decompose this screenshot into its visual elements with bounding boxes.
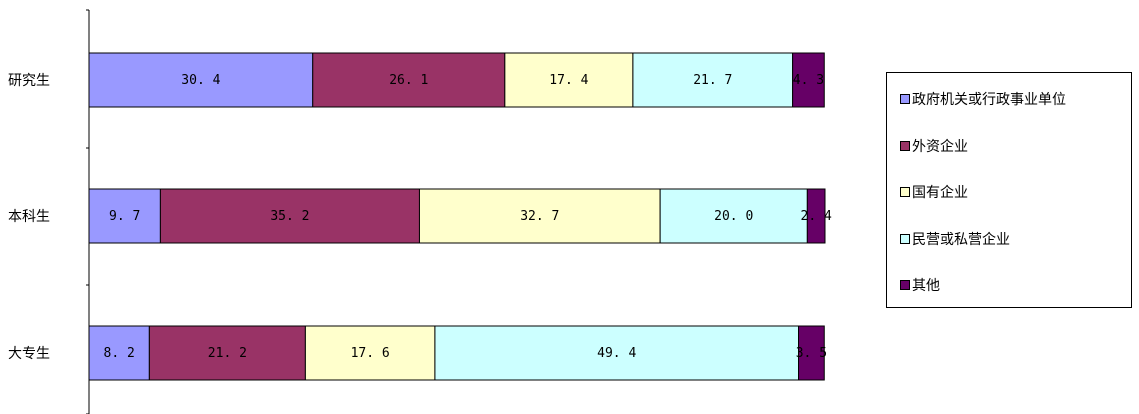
chart-legend: 政府机关或行政事业单位 外资企业 国有企业 民营或私营企业 其他 — [886, 72, 1132, 308]
legend-item-government: 政府机关或行政事业单位 — [900, 89, 1066, 109]
category-label: 本科生 — [8, 209, 50, 225]
bar-value-label: 8. 2 — [104, 346, 135, 361]
bar-segment — [88, 188, 161, 244]
bar-value-label: 20. 0 — [714, 209, 753, 224]
bar-value-label: 4. 3 — [793, 73, 824, 88]
bar-segment — [798, 325, 825, 381]
legend-label: 政府机关或行政事业单位 — [912, 92, 1066, 108]
stacked-bar-chart: 30. 4 26. 1 17. 4 21. 7 4. 3 9. 7 35. 2 32. 7 20… — [8, 9, 832, 414]
bar-value-label: 32. 7 — [520, 209, 559, 224]
legend-item-private: 民营或私营企业 — [900, 229, 1010, 249]
legend-label: 其他 — [912, 278, 940, 294]
bar-value-label: 49. 4 — [597, 346, 636, 361]
legend-swatch — [900, 280, 910, 290]
bar-segment — [148, 325, 306, 381]
bar-segment — [632, 52, 794, 108]
legend-item-other: 其他 — [900, 275, 940, 295]
bar-value-label: 3. 5 — [796, 346, 827, 361]
bar-value-label: 17. 4 — [549, 73, 588, 88]
category-label: 研究生 — [8, 73, 50, 89]
bar-segment — [806, 188, 826, 244]
bar-segment — [659, 188, 808, 244]
bar-value-label: 9. 7 — [109, 209, 140, 224]
bar-segment — [304, 325, 436, 381]
bar-segment — [792, 52, 825, 108]
bar-segment — [312, 52, 506, 108]
bar-value-label: 26. 1 — [389, 73, 428, 88]
bar-value-label: 17. 6 — [351, 346, 390, 361]
legend-item-state-owned: 国有企业 — [900, 182, 968, 202]
legend-label: 外资企业 — [912, 139, 968, 155]
legend-label: 民营或私营企业 — [912, 232, 1010, 248]
legend-swatch — [900, 94, 910, 104]
legend-swatch — [900, 234, 910, 244]
legend-swatch — [900, 187, 910, 197]
category-label: 大专生 — [8, 346, 50, 362]
bar-value-label: 35. 2 — [270, 209, 309, 224]
bar-value-label: 21. 2 — [208, 346, 247, 361]
bar-value-label: 2. 4 — [801, 209, 832, 224]
bar-segment — [434, 325, 800, 381]
bar-value-label: 21. 7 — [693, 73, 732, 88]
bar-value-label: 30. 4 — [181, 73, 220, 88]
legend-label: 国有企业 — [912, 185, 968, 201]
bar-segment — [88, 52, 314, 108]
legend-item-foreign: 外资企业 — [900, 136, 968, 156]
bar-segment — [504, 52, 634, 108]
legend-swatch — [900, 141, 910, 151]
